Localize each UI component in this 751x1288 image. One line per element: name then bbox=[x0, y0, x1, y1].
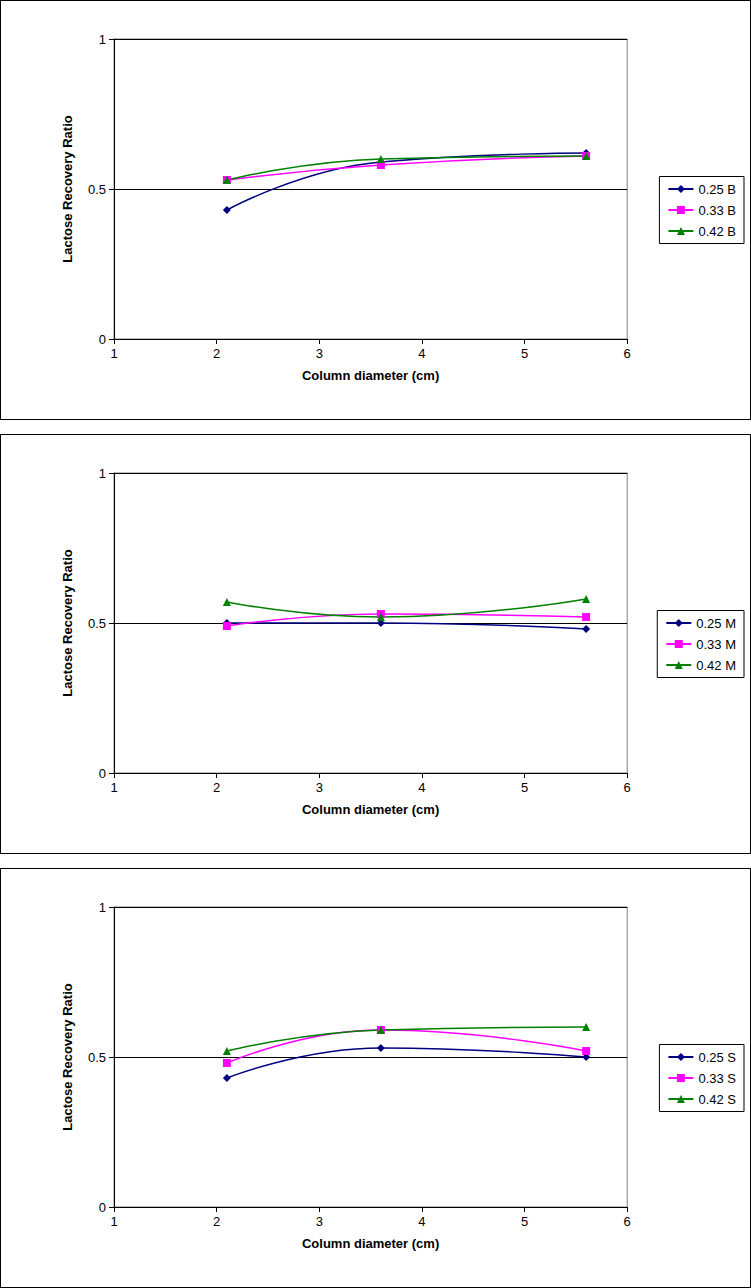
svg-text:4: 4 bbox=[418, 780, 425, 795]
svg-text:Column diameter (cm): Column diameter (cm) bbox=[302, 1236, 439, 1251]
svg-text:0.33 S: 0.33 S bbox=[698, 1071, 736, 1086]
svg-text:5: 5 bbox=[521, 1214, 528, 1229]
svg-text:6: 6 bbox=[624, 780, 631, 795]
svg-text:2: 2 bbox=[213, 1214, 220, 1229]
svg-text:Lactose Recovery Ratio: Lactose Recovery Ratio bbox=[60, 983, 75, 1130]
svg-text:Lactose Recovery Ratio: Lactose Recovery Ratio bbox=[60, 115, 75, 262]
svg-text:3: 3 bbox=[316, 346, 323, 361]
svg-text:0: 0 bbox=[99, 766, 106, 781]
svg-text:0: 0 bbox=[99, 332, 106, 347]
svg-text:0.5: 0.5 bbox=[88, 616, 106, 631]
svg-text:0.5: 0.5 bbox=[88, 1050, 106, 1065]
svg-text:1: 1 bbox=[99, 900, 106, 915]
svg-text:3: 3 bbox=[316, 1214, 323, 1229]
svg-text:0.42 S: 0.42 S bbox=[698, 1092, 736, 1107]
svg-text:6: 6 bbox=[624, 1214, 631, 1229]
svg-text:4: 4 bbox=[418, 1214, 425, 1229]
svg-text:0.25 B: 0.25 B bbox=[698, 182, 736, 197]
svg-text:0.33 M: 0.33 M bbox=[696, 637, 736, 652]
svg-text:2: 2 bbox=[213, 780, 220, 795]
svg-text:2: 2 bbox=[213, 346, 220, 361]
svg-text:0.42 M: 0.42 M bbox=[696, 658, 736, 673]
svg-text:0.5: 0.5 bbox=[88, 182, 106, 197]
svg-text:0.25 M: 0.25 M bbox=[696, 616, 736, 631]
svg-text:1: 1 bbox=[110, 1214, 117, 1229]
svg-text:Column diameter (cm): Column diameter (cm) bbox=[302, 368, 439, 383]
svg-text:5: 5 bbox=[521, 780, 528, 795]
svg-text:0.33 B: 0.33 B bbox=[698, 203, 736, 218]
svg-text:1: 1 bbox=[110, 780, 117, 795]
svg-text:Lactose Recovery Ratio: Lactose Recovery Ratio bbox=[60, 549, 75, 696]
svg-text:1: 1 bbox=[99, 466, 106, 481]
svg-text:Column diameter (cm): Column diameter (cm) bbox=[302, 802, 439, 817]
svg-text:0: 0 bbox=[99, 1200, 106, 1215]
svg-text:5: 5 bbox=[521, 346, 528, 361]
svg-text:1: 1 bbox=[110, 346, 117, 361]
svg-text:3: 3 bbox=[316, 780, 323, 795]
svg-text:0.25 S: 0.25 S bbox=[698, 1050, 736, 1065]
svg-text:0.42 B: 0.42 B bbox=[698, 224, 736, 239]
svg-text:6: 6 bbox=[624, 346, 631, 361]
svg-text:1: 1 bbox=[99, 32, 106, 47]
svg-text:4: 4 bbox=[418, 346, 425, 361]
